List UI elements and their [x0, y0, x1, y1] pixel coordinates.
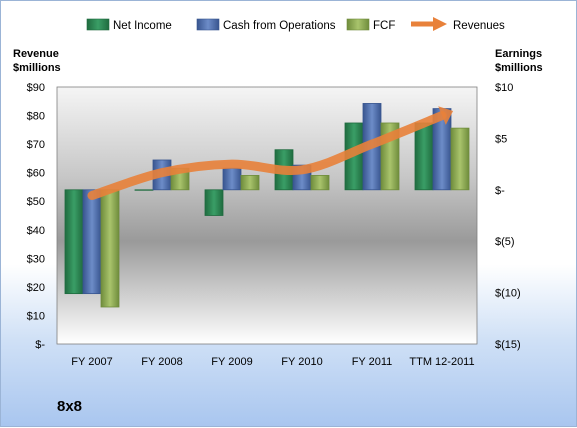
left-tick-label: $20: [27, 282, 45, 294]
right-tick-label: $5: [495, 133, 507, 145]
right-axis-title-line1: Earnings: [495, 48, 542, 60]
left-axis-title-line1: Revenue: [13, 48, 59, 60]
category-labels: FY 2007 FY 2008 FY 2009 FY 2010 FY 2011 TTM 1…: [71, 356, 474, 368]
right-axis-title-line2: $millions: [495, 62, 543, 74]
right-tick-label: $-: [495, 185, 505, 197]
left-axis-ticks: $- $10 $20 $30 $40 $50 $60 $70 $80 $90: [27, 82, 46, 351]
legend-label-fcf: FCF: [373, 20, 395, 32]
legend-swatch-net-income: [86, 18, 110, 31]
bar-net-income: [414, 122, 434, 191]
bar-net-income: [134, 189, 154, 191]
company-name: 8x8: [57, 398, 83, 415]
legend-label-revenues: Revenues: [453, 20, 505, 32]
left-tick-label: $30: [27, 253, 45, 265]
right-tick-label: $(15): [495, 339, 521, 351]
legend-swatch-cash-from-operations: [196, 18, 220, 31]
right-tick-label: $(5): [495, 236, 515, 248]
revenue-line: [87, 106, 454, 201]
legend: Net Income Cash from Operations FCF Reve…: [86, 17, 505, 32]
right-axis-ticks: $(15) $(10) $(5) $- $5 $10: [495, 82, 521, 351]
legend-swatch-fcf: [346, 18, 370, 31]
left-axis-title-line2: $millions: [13, 62, 61, 74]
right-tick-label: $10: [495, 82, 513, 94]
bar-cash-from-operations: [82, 189, 102, 295]
bar-net-income: [204, 189, 224, 216]
legend-label-net-income: Net Income: [113, 20, 172, 32]
line-revenues-arrowhead: [438, 106, 454, 125]
category-label: FY 2008: [141, 356, 182, 368]
right-tick-label: $(10): [495, 288, 521, 300]
left-tick-label: $10: [27, 310, 45, 322]
legend-swatch-revenues: [411, 17, 447, 31]
bar-fcf: [450, 127, 470, 191]
bars: [64, 103, 470, 308]
bar-fcf: [310, 175, 330, 191]
left-tick-label: $40: [27, 225, 45, 237]
left-tick-label: $90: [27, 82, 45, 94]
legend-label-cash-from-operations: Cash from Operations: [223, 20, 336, 32]
left-tick-label: $50: [27, 196, 45, 208]
category-label: TTM 12-2011: [409, 356, 474, 368]
bar-fcf: [100, 189, 120, 308]
category-label: FY 2009: [211, 356, 252, 368]
category-label: FY 2007: [71, 356, 112, 368]
bar-net-income: [64, 189, 84, 295]
category-label: FY 2011: [352, 356, 393, 368]
bar-cash-from-operations: [222, 167, 242, 191]
category-label: FY 2010: [281, 356, 322, 368]
left-tick-label: $70: [27, 139, 45, 151]
left-tick-label: $-: [35, 339, 45, 351]
line-revenues: [87, 111, 447, 201]
left-tick-label: $80: [27, 111, 45, 123]
left-tick-label: $60: [27, 168, 45, 180]
bar-fcf: [240, 175, 260, 191]
